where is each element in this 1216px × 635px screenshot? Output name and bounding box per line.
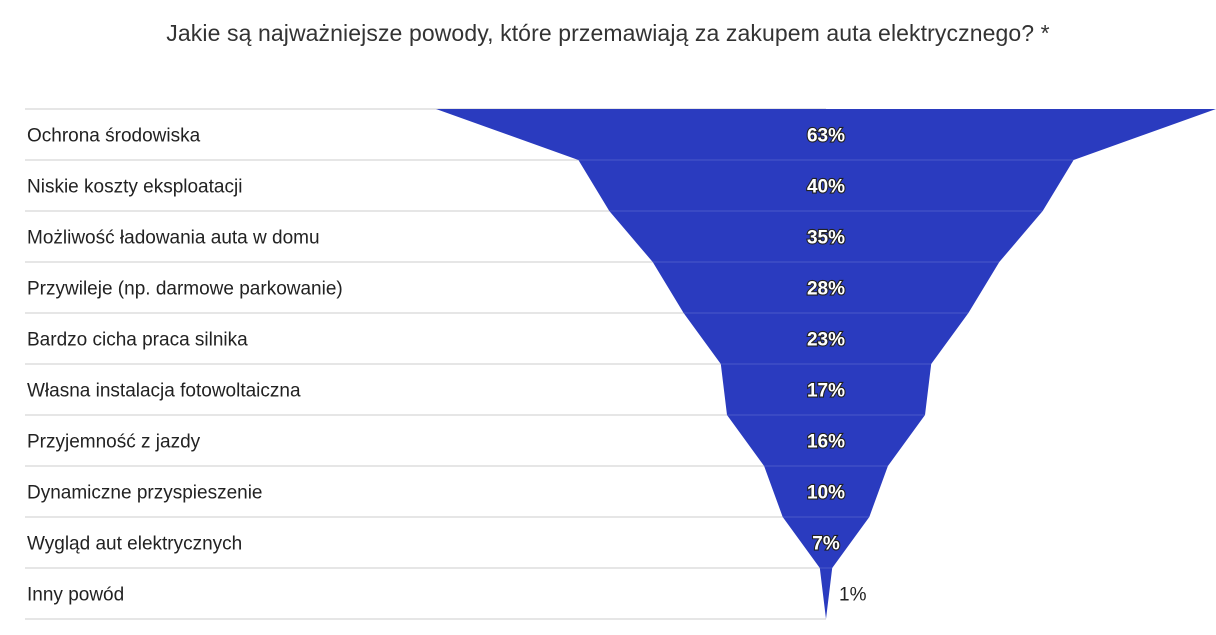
category-label: Przyjemność z jazdy: [27, 432, 201, 453]
value-label: 23%: [807, 330, 845, 351]
value-label: 40%: [807, 177, 845, 198]
chart-title: Jakie są najważniejsze powody, które prz…: [166, 20, 1050, 46]
category-labels: Ochrona środowiska Niskie koszty eksploat…: [27, 126, 343, 606]
value-label: 16%: [807, 432, 845, 453]
value-labels: 63% 40% 35% 28% 23% 17% 16% 10% 7% 1%: [806, 124, 867, 606]
category-label: Inny powód: [27, 585, 124, 606]
category-label: Bardzo cicha praca silnika: [27, 330, 248, 351]
category-label: Własna instalacja fotowoltaiczna: [27, 381, 301, 402]
value-label: 28%: [807, 279, 845, 300]
category-label: Możliwość ładowania auta w domu: [27, 228, 320, 249]
funnel-shape: [436, 109, 1216, 619]
category-label: Niskie koszty eksploatacji: [27, 177, 242, 198]
row-gridlines: [25, 108, 826, 620]
value-label: 17%: [807, 381, 845, 402]
category-label: Dynamiczne przyspieszenie: [27, 483, 263, 504]
category-label: Wygląd aut elektrycznych: [27, 534, 242, 555]
value-label: 35%: [807, 228, 845, 249]
value-label: 7%: [812, 534, 840, 555]
value-label: 63%: [807, 126, 845, 147]
value-label: 1%: [839, 585, 867, 606]
value-label: 10%: [807, 483, 845, 504]
funnel-area: [436, 109, 1216, 619]
category-label: Ochrona środowiska: [27, 126, 201, 147]
category-label: Przywileje (np. darmowe parkowanie): [27, 279, 343, 300]
